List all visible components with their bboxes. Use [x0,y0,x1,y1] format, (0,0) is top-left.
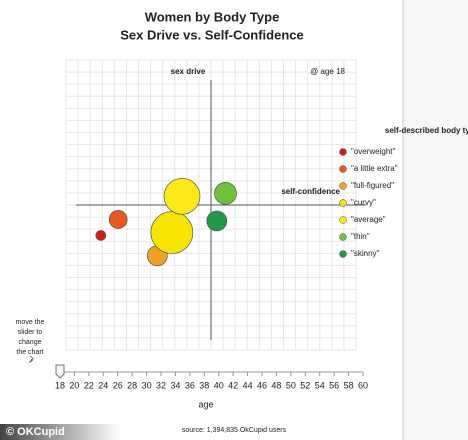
legend-label: "curvy" [351,198,376,207]
legend-label: "full-figured" [351,181,394,190]
slider-tick-label: 44 [243,380,253,390]
slider-tick-label: 22 [84,380,94,390]
chart-subtitle: Sex Drive vs. Self-Confidence [120,27,304,42]
slider-tick-label: 60 [358,380,368,390]
slider-hint: slider to [18,329,43,336]
bubble [108,210,128,229]
slider-tick-label: 40 [214,380,224,390]
hint-arrow [28,355,34,364]
slider-tick-label: 56 [329,380,339,390]
bubble [206,210,228,232]
chart-title: Women by Body Type [145,9,280,24]
legend-label: "a little extra" [351,164,398,173]
slider-hint: move the [16,319,45,326]
slider-tick-label: 24 [98,380,108,390]
legend-label: "overweight" [351,147,396,156]
slider-tick-label: 32 [156,380,166,390]
annotation: @ age 18 [310,67,345,76]
legend-swatch [339,182,347,190]
slider-hint: change [19,339,42,346]
slider-tick-label: 38 [199,380,209,390]
bubble [214,182,237,205]
legend-title: self-described body type [385,126,468,135]
legend-label: "skinny" [351,249,380,258]
legend-swatch [339,199,347,207]
slider-tick-label: 36 [185,380,195,390]
slider-tick-label: 26 [113,380,123,390]
slider-tick-label: 42 [228,380,238,390]
slider-tick-label: 18 [55,380,65,390]
slider-tick-label: 30 [142,380,152,390]
slider-tick-label: 20 [69,380,79,390]
legend-swatch [339,233,347,241]
slider-tick-label: 54 [315,380,325,390]
slider-label: age [198,399,213,409]
slider-tick-label: 52 [300,380,310,390]
watermark: © OKCupid [6,426,65,438]
bubble [150,211,194,254]
slider-tick-label: 50 [286,380,296,390]
source: source: 1,394,835 OkCupid users [182,427,287,434]
slider-hint: the chart [16,349,43,356]
bubble [163,177,201,215]
legend-swatch [339,216,347,224]
slider-tick-label: 58 [344,380,354,390]
slider-handle[interactable] [55,364,65,379]
watermark-bg [0,424,120,440]
x-axis-label: self-confidence [281,187,340,196]
legend-swatch [339,148,347,156]
slider-tick-label: 46 [257,380,267,390]
side-panel [403,0,468,440]
bubble [95,230,107,241]
legend-label: "average" [351,215,386,224]
slider-tick-label: 48 [271,380,281,390]
legend-swatch [339,250,347,258]
slider-tick-label: 28 [127,380,137,390]
slider-tick-label: 34 [170,380,180,390]
legend-label: "thin" [351,232,370,241]
y-axis-label: sex drive [171,67,206,76]
legend-swatch [339,165,347,173]
